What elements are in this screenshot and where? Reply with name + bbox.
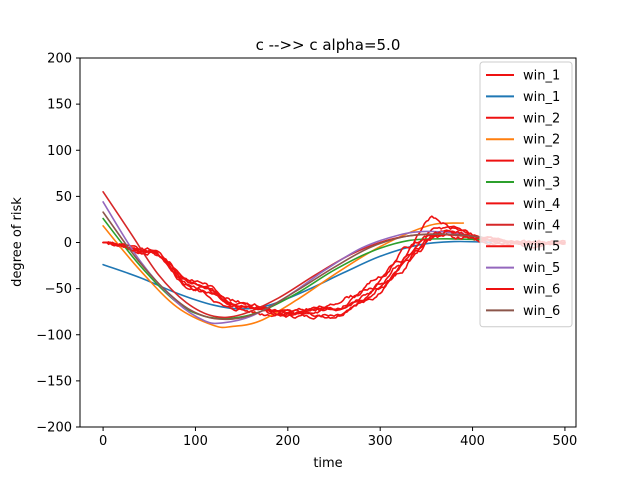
- legend-entry-label: win_4: [523, 197, 560, 212]
- y-tick-label: 100: [47, 144, 72, 159]
- x-tick-label: 200: [275, 434, 300, 449]
- legend-entry-label: win_3: [523, 154, 560, 169]
- y-tick-label: 50: [55, 190, 72, 205]
- legend-entry-label: win_3: [523, 176, 560, 191]
- y-tick-label: 0: [64, 236, 72, 251]
- axis-layer: 0 100 200 300 400 500 −200 −150 −100 −50 0 50 100 150…: [36, 52, 577, 450]
- x-tick-label: 400: [460, 434, 485, 449]
- legend-entry-label: win_5: [523, 261, 560, 276]
- y-tick-label: −150: [36, 374, 72, 389]
- legend: win_1 win_1 win_2 win_2 win_3 win_3 win_4 win_4…: [479, 61, 573, 328]
- legend-entry-label: win_1: [523, 69, 560, 84]
- y-tick-label: −100: [36, 328, 72, 343]
- x-axis-title: time: [313, 456, 342, 471]
- legend-entry-label: win_6: [523, 304, 560, 319]
- y-tick-label: 200: [47, 52, 72, 67]
- x-tick-label: 0: [99, 434, 107, 449]
- legend-entry-label: win_5: [523, 240, 560, 255]
- legend-entry-label: win_1: [523, 90, 560, 105]
- y-tick-label: 150: [47, 98, 72, 113]
- y-tick-label: −200: [36, 421, 72, 436]
- legend-entry-label: win_6: [523, 283, 560, 298]
- legend-entry-label: win_2: [523, 111, 560, 126]
- legend-entry-label: win_4: [523, 218, 560, 233]
- x-tick-label: 500: [553, 434, 578, 449]
- legend-entry-label: win_2: [523, 133, 560, 148]
- x-tick-label: 100: [183, 434, 208, 449]
- y-tick-label: −50: [45, 282, 72, 297]
- y-axis-title: degree of risk: [10, 197, 25, 287]
- x-tick-label: 300: [368, 434, 393, 449]
- series-line-win_6-b: [102, 211, 483, 321]
- chart-title: c -->> c alpha=5.0: [256, 36, 401, 54]
- legend-frame: [479, 61, 573, 328]
